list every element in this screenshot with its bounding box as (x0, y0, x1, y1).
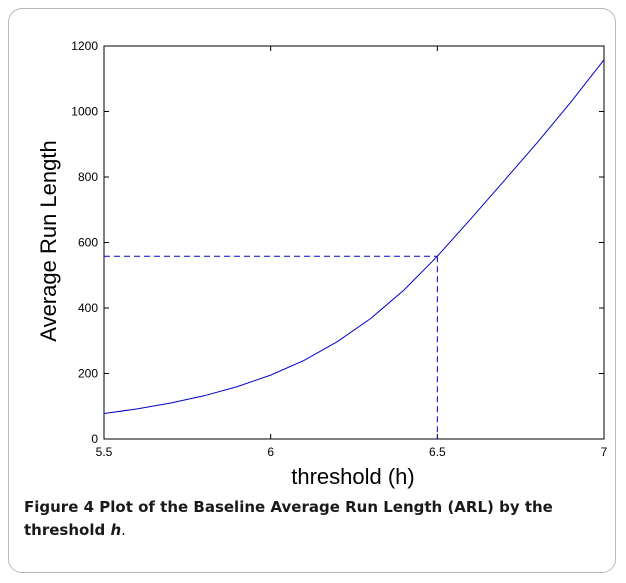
caption-label: Figure 4 (24, 498, 95, 516)
figure-caption: Figure 4 Plot of the Baseline Average Ru… (24, 496, 604, 542)
axis-ticks (103, 45, 605, 440)
y-tick-label: 400 (78, 301, 98, 315)
y-tick-label: 800 (78, 170, 98, 184)
axes-box (103, 45, 605, 440)
caption-end: . (121, 521, 126, 539)
y-tick-label: 600 (78, 236, 98, 250)
figure-frame (8, 8, 616, 573)
reference-lines (104, 255, 438, 439)
x-tick-label: 5.5 (96, 445, 113, 459)
arl-curve (103, 59, 605, 414)
series-lines (103, 59, 605, 414)
y-tick-label: 200 (78, 367, 98, 381)
plot-frame (103, 45, 605, 440)
x-tick-label: 6.5 (429, 445, 446, 459)
y-axis-label: Average Run Length (36, 140, 61, 341)
caption-text: Plot of the Baseline Average Run Length … (24, 498, 553, 539)
caption-italic: h (110, 521, 122, 539)
x-tick-label: 6 (267, 445, 274, 459)
x-axis-label: threshold (h) (291, 464, 415, 489)
y-tick-label: 1000 (71, 105, 98, 119)
x-tick-label: 7 (601, 445, 608, 459)
y-tick-label: 0 (91, 432, 98, 446)
tick-labels: 5.5 6 6.5 7 0 200 400 800 600 1000 1200 (71, 39, 607, 459)
arl-line-chart: 5.5 6 6.5 7 0 200 400 800 600 1000 1200 threshold … (36, 39, 608, 489)
y-tick-label: 1200 (71, 39, 98, 53)
